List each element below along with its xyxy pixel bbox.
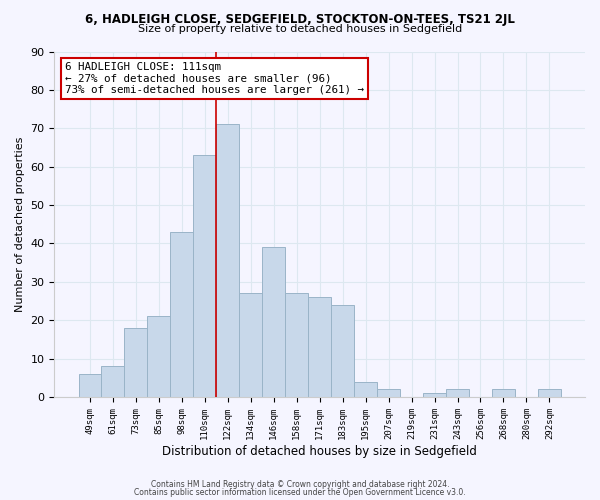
Bar: [148, 316, 170, 397]
Bar: [308, 297, 331, 397]
Text: Contains public sector information licensed under the Open Government Licence v3: Contains public sector information licen…: [134, 488, 466, 497]
Bar: [101, 366, 124, 397]
Bar: [170, 232, 193, 397]
Bar: [193, 155, 217, 397]
Text: 6, HADLEIGH CLOSE, SEDGEFIELD, STOCKTON-ON-TEES, TS21 2JL: 6, HADLEIGH CLOSE, SEDGEFIELD, STOCKTON-…: [85, 12, 515, 26]
Bar: [492, 390, 515, 397]
Text: Contains HM Land Registry data © Crown copyright and database right 2024.: Contains HM Land Registry data © Crown c…: [151, 480, 449, 489]
Bar: [285, 294, 308, 397]
Bar: [217, 124, 239, 397]
Bar: [79, 374, 101, 397]
Bar: [423, 393, 446, 397]
Bar: [354, 382, 377, 397]
Bar: [124, 328, 148, 397]
Bar: [377, 390, 400, 397]
Bar: [262, 248, 285, 397]
Bar: [538, 390, 561, 397]
Bar: [331, 305, 354, 397]
Bar: [239, 294, 262, 397]
X-axis label: Distribution of detached houses by size in Sedgefield: Distribution of detached houses by size …: [162, 444, 477, 458]
Text: 6 HADLEIGH CLOSE: 111sqm
← 27% of detached houses are smaller (96)
73% of semi-d: 6 HADLEIGH CLOSE: 111sqm ← 27% of detach…: [65, 62, 364, 95]
Text: Size of property relative to detached houses in Sedgefield: Size of property relative to detached ho…: [138, 24, 462, 34]
Bar: [446, 390, 469, 397]
Y-axis label: Number of detached properties: Number of detached properties: [15, 136, 25, 312]
